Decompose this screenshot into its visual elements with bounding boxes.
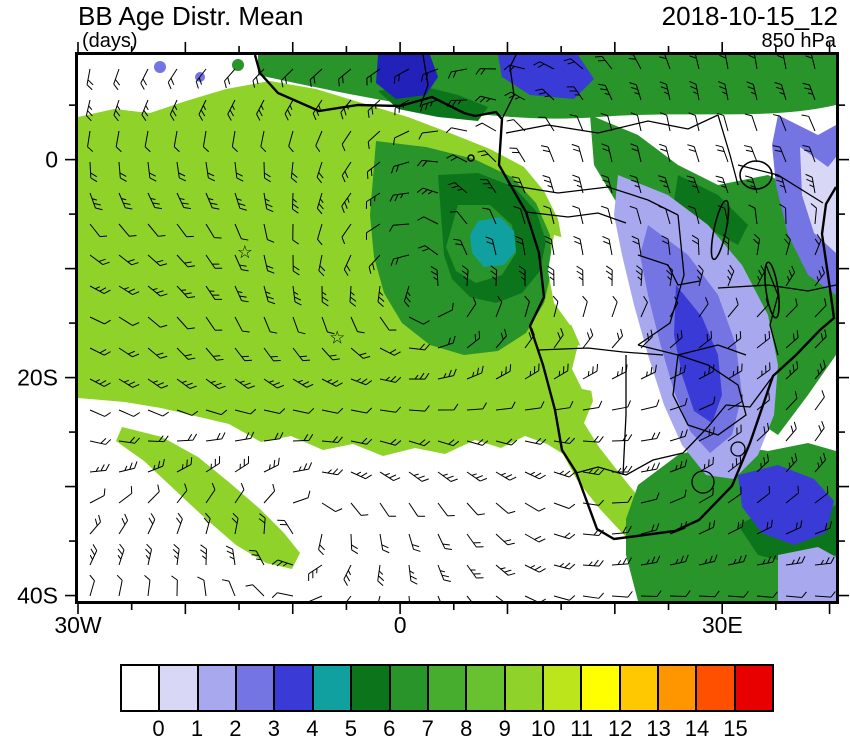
star-markers: ☆☆ xyxy=(237,242,346,347)
star-marker: ☆ xyxy=(329,327,345,347)
colorbar-tick-label: 11 xyxy=(570,716,594,741)
colorbar-tick-label: 9 xyxy=(498,716,511,741)
colorbar-tick-label: 1 xyxy=(190,716,204,741)
wind-barbs xyxy=(85,55,836,601)
plot-datetime: 2018-10-15_12 xyxy=(661,1,838,31)
coastline-path xyxy=(253,55,836,541)
colorbar-tick-label: 13 xyxy=(646,716,671,741)
colorbar-tick-label: 12 xyxy=(607,716,633,741)
y-axis-label: 20S xyxy=(17,364,58,391)
y-axis-label: 0 xyxy=(45,146,58,173)
colorbar-cell-0 xyxy=(122,666,159,710)
colorbar-cell-15 xyxy=(697,666,734,710)
map-plot: ☆ ☆ xyxy=(75,52,839,604)
x-axis-label: 0 xyxy=(393,612,407,638)
colorbar-tick-label: 3 xyxy=(267,716,280,741)
colorbar-cell-10 xyxy=(505,666,542,710)
y-axis-label: 40S xyxy=(17,582,58,609)
colorbar-tick-label: 15 xyxy=(723,716,748,741)
colorbar-cell-3 xyxy=(237,666,274,710)
colorbar-cell-9 xyxy=(467,666,504,710)
x-axis-label: 30W xyxy=(54,612,102,638)
colorbar-labels: 0 1 2 3 4 5 6 7 8 9 10 11 12 13 14 15 xyxy=(120,716,774,742)
colorbar-tick-label: 0 xyxy=(152,716,165,741)
age-field-contours xyxy=(78,55,836,601)
colorbar-tick-label: 14 xyxy=(684,716,710,741)
colorbar-cell-14 xyxy=(659,666,696,710)
colorbar-tick-label: 5 xyxy=(344,716,357,741)
colorbar-cell-1 xyxy=(160,666,197,710)
colorbar-tick-label: 4 xyxy=(306,716,319,741)
plot-pressure-level: 850 hPa xyxy=(761,30,836,52)
colorbar-cell-7 xyxy=(390,666,427,710)
x-axis-labels: 30W 0 30E xyxy=(54,612,836,640)
colorbar-cell-11 xyxy=(543,666,581,710)
colorbar-cell-13 xyxy=(620,666,658,710)
colorbar-cell-4 xyxy=(275,666,312,710)
colorbar-tick-label: 2 xyxy=(229,716,242,741)
colorbar-cell-8 xyxy=(428,666,466,710)
plot-units-label: (days) xyxy=(82,30,138,52)
colorbar-cell-2 xyxy=(198,666,236,710)
colorbar-cell-16 xyxy=(735,666,773,710)
country-borders xyxy=(419,55,836,494)
colorbar-cell-6 xyxy=(352,666,389,710)
geography-layer xyxy=(253,55,836,541)
colorbar-tick-label: 8 xyxy=(460,716,473,741)
colorbar-cell-5 xyxy=(313,666,351,710)
plot-title: BB Age Distr. Mean xyxy=(78,1,304,31)
colorbar-cell-12 xyxy=(582,666,619,710)
star-marker: ☆ xyxy=(237,242,253,262)
colorbar-tick-label: 7 xyxy=(421,716,434,741)
colorbar xyxy=(120,664,774,712)
colorbar-tick-label: 10 xyxy=(530,716,556,741)
map-canvas: ☆☆ xyxy=(78,55,836,601)
y-axis-labels: 0 20S 40S xyxy=(0,55,72,608)
x-axis-label: 30E xyxy=(701,612,743,638)
colorbar-tick-label: 6 xyxy=(383,716,396,741)
